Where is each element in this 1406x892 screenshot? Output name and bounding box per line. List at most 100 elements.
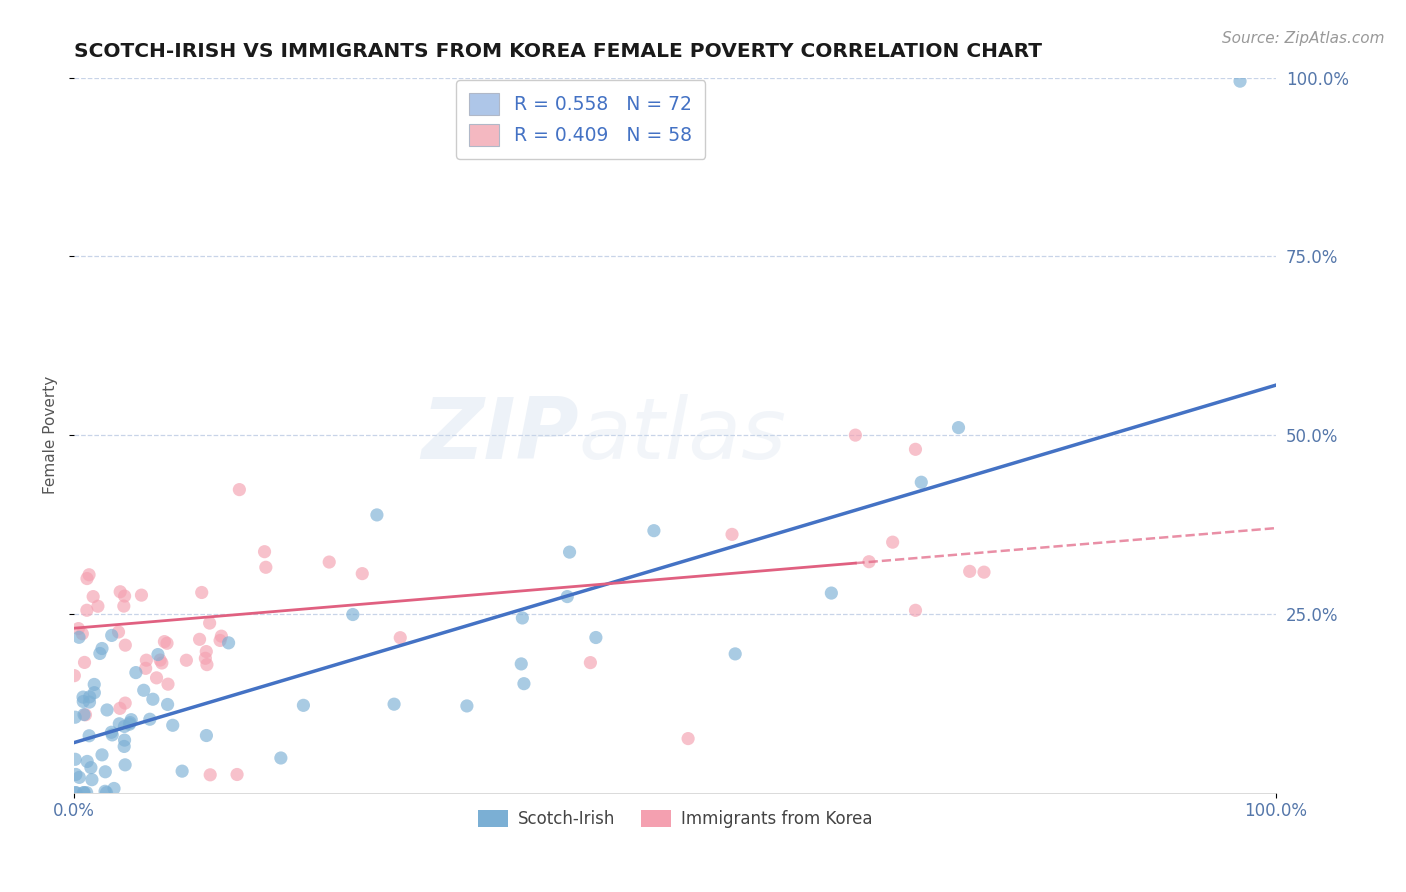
Point <box>112 719 135 733</box>
Point <box>156 698 179 712</box>
Point <box>352 566 374 581</box>
Point <box>209 629 232 643</box>
Point <box>72 694 94 708</box>
Point <box>114 696 136 710</box>
Point <box>67 630 90 644</box>
Point <box>91 641 114 656</box>
Point <box>676 731 699 746</box>
Point <box>63 668 86 682</box>
Point <box>103 781 125 796</box>
Point <box>63 710 86 724</box>
Legend: Scotch-Irish, Immigrants from Korea: Scotch-Irish, Immigrants from Korea <box>471 803 879 834</box>
Point <box>135 653 157 667</box>
Point <box>76 572 98 586</box>
Point <box>218 636 240 650</box>
Point <box>139 712 162 726</box>
Point <box>125 665 148 680</box>
Point <box>73 786 96 800</box>
Point <box>150 656 173 670</box>
Point <box>114 733 136 747</box>
Point <box>292 698 315 713</box>
Point <box>118 717 141 731</box>
Point <box>100 725 122 739</box>
Point <box>79 695 101 709</box>
Point <box>108 584 131 599</box>
Point <box>76 603 98 617</box>
Point <box>973 565 995 579</box>
Point <box>83 677 105 691</box>
Point <box>195 644 218 658</box>
Text: Source: ZipAtlas.com: Source: ZipAtlas.com <box>1222 31 1385 46</box>
Point <box>107 625 129 640</box>
Point <box>63 786 86 800</box>
Point <box>456 698 478 713</box>
Point <box>188 632 211 647</box>
Point <box>72 626 94 640</box>
Point <box>100 628 122 642</box>
Point <box>73 656 96 670</box>
Point <box>65 767 87 781</box>
Point <box>80 761 103 775</box>
Point <box>72 690 94 705</box>
Point <box>114 757 136 772</box>
Point <box>724 647 747 661</box>
Point <box>198 768 221 782</box>
Point <box>176 653 198 667</box>
Point <box>195 657 218 672</box>
Point <box>254 560 277 574</box>
Point <box>112 739 135 754</box>
Y-axis label: Female Poverty: Female Poverty <box>44 376 58 494</box>
Point <box>555 590 578 604</box>
Point <box>112 599 135 613</box>
Point <box>94 764 117 779</box>
Point <box>67 622 90 636</box>
Point <box>389 631 412 645</box>
Point <box>114 589 136 603</box>
Point <box>512 611 534 625</box>
Point <box>366 508 388 522</box>
Point <box>558 545 581 559</box>
Point <box>226 767 249 781</box>
Point <box>131 588 153 602</box>
Point <box>149 653 172 667</box>
Point <box>83 686 105 700</box>
Text: SCOTCH-IRISH VS IMMIGRANTS FROM KOREA FEMALE POVERTY CORRELATION CHART: SCOTCH-IRISH VS IMMIGRANTS FROM KOREA FE… <box>75 42 1042 61</box>
Point <box>67 771 90 785</box>
Point <box>76 755 98 769</box>
Point <box>820 586 842 600</box>
Point <box>643 524 665 538</box>
Point <box>190 585 212 599</box>
Point <box>162 718 184 732</box>
Point <box>76 786 98 800</box>
Point <box>77 729 100 743</box>
Point <box>882 535 904 549</box>
Point <box>80 772 103 787</box>
Point <box>382 697 405 711</box>
Point <box>114 638 136 652</box>
Point <box>270 751 292 765</box>
Point <box>87 599 110 614</box>
Point <box>91 747 114 762</box>
Point <box>948 420 970 434</box>
Point <box>318 555 340 569</box>
Point <box>513 676 536 690</box>
Point <box>904 603 927 617</box>
Point <box>579 656 602 670</box>
Point <box>172 764 194 779</box>
Point <box>858 555 880 569</box>
Point <box>959 565 981 579</box>
Point <box>96 703 118 717</box>
Point <box>142 692 165 706</box>
Point <box>844 428 866 442</box>
Point <box>120 713 142 727</box>
Point <box>253 544 276 558</box>
Point <box>195 729 218 743</box>
Point <box>63 752 86 766</box>
Point <box>146 648 169 662</box>
Point <box>65 786 87 800</box>
Point <box>209 633 232 648</box>
Point <box>72 786 94 800</box>
Point <box>721 527 744 541</box>
Point <box>73 707 96 722</box>
Point <box>108 716 131 731</box>
